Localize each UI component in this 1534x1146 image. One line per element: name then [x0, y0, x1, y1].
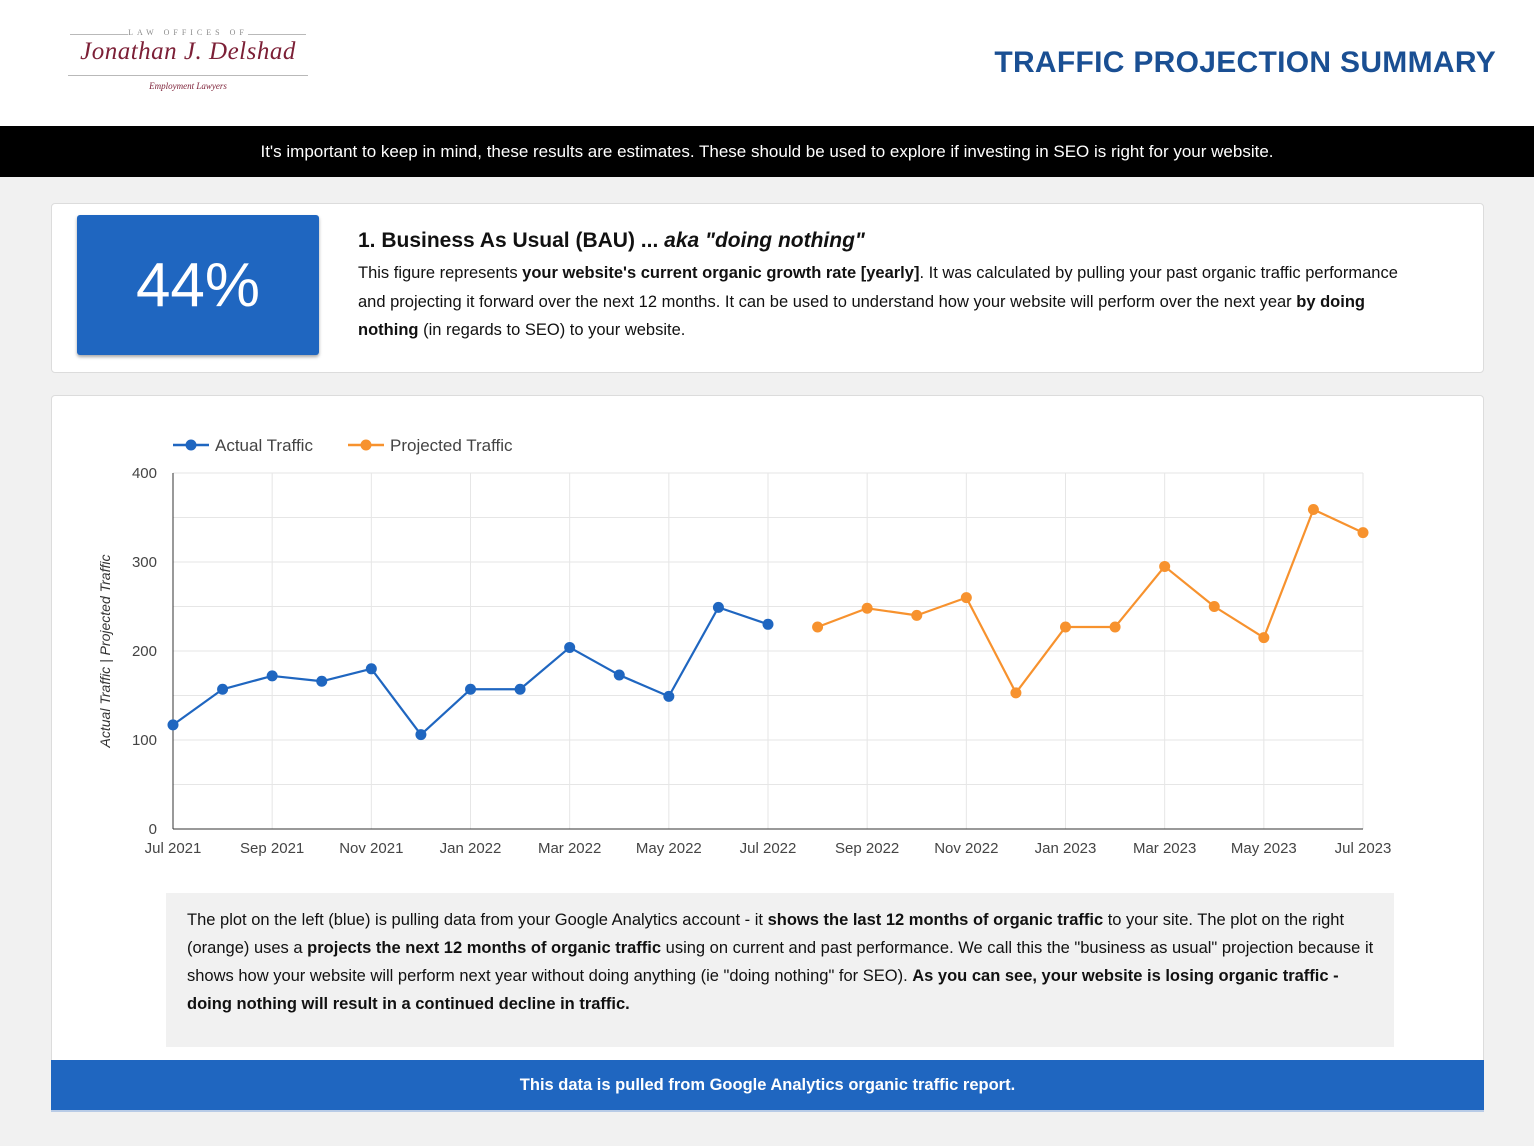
data-point-actual	[316, 675, 328, 687]
x-tick-label: Mar 2023	[1133, 840, 1196, 857]
logo-subtitle: Employment Lawyers	[149, 81, 227, 91]
data-point-projected	[1307, 503, 1319, 515]
data-source-text: This data is pulled from Google Analytic…	[519, 1075, 1016, 1094]
page-title: TRAFFIC PROJECTION SUMMARY	[994, 46, 1496, 79]
legend-label: Actual Traffic	[215, 436, 313, 455]
data-point-projected	[1060, 621, 1071, 633]
data-point-actual	[415, 729, 427, 741]
data-point-projected	[1159, 560, 1171, 572]
disclaimer-banner: It's important to keep in mind, these re…	[0, 126, 1534, 177]
data-source-footer: This data is pulled from Google Analytic…	[51, 1060, 1484, 1112]
bau-desc-bold: by doing nothing	[358, 292, 1366, 340]
x-tick-label: Nov 2022	[934, 840, 998, 857]
bau-title-emphasis: aka "doing nothing"	[664, 229, 865, 252]
data-point-projected	[911, 609, 923, 621]
data-point-projected	[1357, 527, 1369, 539]
note-text: to your site. The plot on the right (ora…	[187, 911, 1345, 957]
logo-divider	[68, 75, 308, 76]
note-bold: As you can see, your website is losing o…	[187, 967, 1339, 1013]
series-line-projected	[817, 508, 1364, 694]
bau-desc-bold: your website's current organic growth ra…	[522, 264, 920, 282]
bau-desc-text: This figure represents	[358, 264, 523, 282]
bau-title-main: 1. Business As Usual (BAU) ...	[358, 229, 665, 252]
legend-label: Projected Traffic	[390, 436, 513, 455]
y-tick-label: 200	[132, 643, 157, 660]
x-tick-label: Jul 2021	[145, 840, 202, 857]
x-tick-label: May 2022	[636, 840, 702, 857]
logo-rule-right	[248, 34, 306, 35]
data-point-projected	[960, 592, 972, 604]
data-point-projected	[1208, 601, 1220, 612]
data-point-actual	[514, 683, 526, 695]
logo-rule-left	[70, 34, 128, 35]
bau-description: This figure represents your website's cu…	[358, 259, 1418, 345]
legend-swatch-dot	[185, 439, 197, 451]
logo-name: Jonathan J. Delshad	[80, 38, 296, 65]
chart-explanation-box	[166, 893, 1394, 1047]
y-tick-label: 100	[132, 732, 157, 749]
bau-desc-text: (in regards to SEO) to your website.	[418, 321, 686, 339]
legend-swatch-dot	[360, 439, 372, 451]
data-point-projected	[861, 602, 873, 614]
bau-title: 1. Business As Usual (BAU) ... aka "doin…	[358, 229, 865, 253]
note-bold: projects the next 12 months of organic t…	[307, 939, 662, 957]
company-logo[interactable]: LAW OFFICES OF Jonathan J. Delshad Emplo…	[66, 28, 310, 98]
x-tick-label: Jan 2022	[440, 840, 502, 857]
data-point-actual	[613, 669, 625, 681]
data-point-projected	[1109, 621, 1121, 633]
data-point-actual	[365, 663, 377, 675]
growth-rate-value: 44%	[135, 250, 261, 320]
growth-rate-scorecard: 44%	[77, 215, 319, 355]
y-tick-label: 0	[149, 821, 157, 838]
disclaimer-text: It's important to keep in mind, these re…	[260, 141, 1274, 161]
chart-explanation: The plot on the left (blue) is pulling d…	[187, 906, 1382, 1018]
header: LAW OFFICES OF Jonathan J. Delshad Emplo…	[0, 0, 1534, 126]
data-point-actual	[762, 618, 774, 630]
data-point-projected	[812, 621, 824, 633]
data-point-projected	[1258, 632, 1270, 644]
data-point-actual	[167, 719, 179, 731]
x-tick-label: Jan 2023	[1035, 840, 1097, 857]
note-text: using on current and past performance. W…	[187, 939, 1374, 985]
logo-top-text: LAW OFFICES OF	[128, 28, 248, 37]
bau-desc-text: . It was calculated by pulling your past…	[358, 264, 1398, 311]
data-point-actual	[217, 683, 229, 695]
data-point-actual	[266, 670, 278, 682]
x-tick-label: Nov 2021	[339, 840, 403, 857]
x-tick-label: Mar 2022	[538, 840, 601, 857]
x-tick-label: Sep 2021	[240, 840, 304, 857]
y-tick-label: 400	[132, 465, 157, 482]
x-tick-label: Jul 2023	[1335, 840, 1392, 857]
x-tick-label: May 2023	[1231, 840, 1297, 857]
note-text: The plot on the left (blue) is pulling d…	[187, 911, 768, 929]
data-point-actual	[663, 690, 675, 702]
y-axis-title: Actual Traffic | Projected Traffic	[97, 555, 113, 749]
note-bold: shows the last 12 months of organic traf…	[767, 911, 1104, 929]
data-point-projected	[1010, 687, 1022, 699]
data-point-actual	[712, 601, 724, 613]
x-tick-label: Jul 2022	[740, 840, 797, 857]
x-tick-label: Sep 2022	[835, 840, 899, 857]
data-point-actual	[465, 683, 476, 695]
y-tick-label: 300	[132, 554, 157, 571]
data-point-actual	[564, 641, 576, 653]
